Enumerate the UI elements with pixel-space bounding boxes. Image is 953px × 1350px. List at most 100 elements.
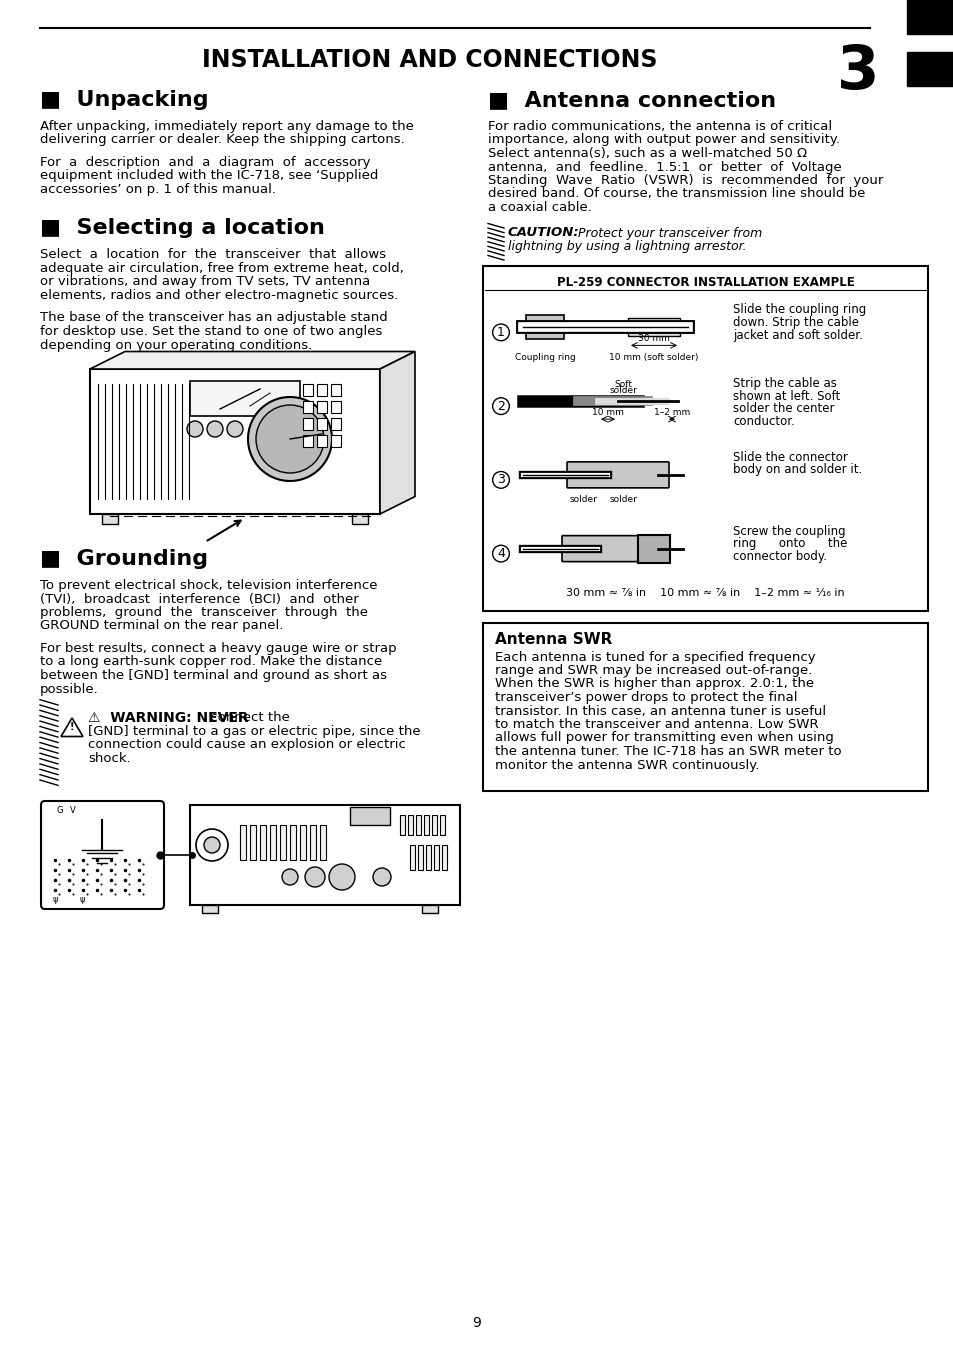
Bar bbox=[260, 825, 266, 860]
Text: (TVI),  broadcast  interference  (BCI)  and  other: (TVI), broadcast interference (BCI) and … bbox=[40, 593, 358, 606]
Circle shape bbox=[373, 868, 391, 886]
Bar bbox=[417, 845, 422, 869]
Text: CAUTION:: CAUTION: bbox=[507, 227, 579, 239]
Text: ■  Antenna connection: ■ Antenna connection bbox=[488, 90, 776, 109]
Bar bbox=[906, 53, 953, 86]
Bar bbox=[250, 825, 255, 860]
Text: lightning by using a lightning arrestor.: lightning by using a lightning arrestor. bbox=[507, 240, 746, 252]
Text: 30 mm: 30 mm bbox=[638, 335, 669, 343]
Text: depending on your operating conditions.: depending on your operating conditions. bbox=[40, 339, 312, 351]
Text: Protect your transceiver from: Protect your transceiver from bbox=[569, 227, 761, 239]
Text: PL-259 CONNECTOR INSTALLATION EXAMPLE: PL-259 CONNECTOR INSTALLATION EXAMPLE bbox=[556, 275, 854, 289]
Bar bbox=[410, 845, 415, 869]
Bar bbox=[439, 815, 444, 836]
Circle shape bbox=[227, 421, 243, 437]
Text: V: V bbox=[70, 806, 75, 815]
FancyBboxPatch shape bbox=[566, 462, 668, 487]
Text: solder: solder bbox=[608, 495, 637, 504]
Bar bbox=[482, 266, 927, 610]
Text: Slide the coupling ring: Slide the coupling ring bbox=[732, 304, 865, 316]
Bar bbox=[303, 435, 313, 447]
Bar bbox=[331, 383, 340, 396]
Circle shape bbox=[187, 421, 203, 437]
Bar bbox=[421, 904, 437, 913]
Bar bbox=[331, 401, 340, 413]
Text: The base of the transceiver has an adjustable stand: The base of the transceiver has an adjus… bbox=[40, 312, 387, 324]
Circle shape bbox=[305, 867, 325, 887]
Text: Strip the cable as: Strip the cable as bbox=[732, 377, 836, 390]
Text: Standing  Wave  Ratio  (VSWR)  is  recommended  for  your: Standing Wave Ratio (VSWR) is recommende… bbox=[488, 174, 882, 188]
Text: To prevent electrical shock, television interference: To prevent electrical shock, television … bbox=[40, 579, 377, 593]
Text: Screw the coupling: Screw the coupling bbox=[732, 525, 844, 537]
Polygon shape bbox=[379, 351, 415, 514]
Text: solder the center: solder the center bbox=[732, 402, 834, 416]
Bar bbox=[423, 815, 429, 836]
Circle shape bbox=[255, 405, 324, 472]
Text: to a long earth-sunk copper rod. Make the distance: to a long earth-sunk copper rod. Make th… bbox=[40, 656, 382, 668]
Text: connect the: connect the bbox=[206, 711, 290, 724]
Text: Soft: Soft bbox=[614, 381, 631, 389]
Bar bbox=[190, 805, 459, 904]
Bar bbox=[316, 435, 327, 447]
Circle shape bbox=[195, 829, 228, 861]
Bar bbox=[316, 401, 327, 413]
Text: desired band. Of course, the transmission line should be: desired band. Of course, the transmissio… bbox=[488, 188, 864, 201]
Text: possible.: possible. bbox=[40, 683, 99, 695]
Bar bbox=[525, 316, 563, 339]
Bar bbox=[270, 825, 275, 860]
Text: connection could cause an explosion or electric: connection could cause an explosion or e… bbox=[88, 738, 405, 751]
Text: problems,  ground  the  transceiver  through  the: problems, ground the transceiver through… bbox=[40, 606, 368, 620]
Text: ■  Unpacking: ■ Unpacking bbox=[40, 90, 209, 109]
Bar bbox=[482, 622, 927, 791]
Bar bbox=[434, 845, 438, 869]
Bar bbox=[102, 514, 118, 524]
Text: 3: 3 bbox=[497, 474, 504, 486]
Bar bbox=[331, 435, 340, 447]
Text: Select  a  location  for  the  transceiver  that  allows: Select a location for the transceiver th… bbox=[40, 248, 386, 262]
Bar bbox=[416, 815, 420, 836]
Text: solder: solder bbox=[569, 495, 597, 504]
Text: body on and solder it.: body on and solder it. bbox=[732, 463, 862, 477]
Text: 2: 2 bbox=[497, 400, 504, 413]
Bar bbox=[299, 825, 306, 860]
Circle shape bbox=[329, 864, 355, 890]
Text: Each antenna is tuned for a specified frequency: Each antenna is tuned for a specified fr… bbox=[495, 651, 815, 663]
Bar bbox=[303, 418, 313, 431]
Text: importance, along with output power and sensitivity.: importance, along with output power and … bbox=[488, 134, 840, 147]
Text: Antenna SWR: Antenna SWR bbox=[495, 633, 612, 648]
Text: ring      onto      the: ring onto the bbox=[732, 537, 846, 551]
FancyBboxPatch shape bbox=[41, 801, 164, 909]
Text: accessories’ on p. 1 of this manual.: accessories’ on p. 1 of this manual. bbox=[40, 184, 275, 196]
Text: 9: 9 bbox=[472, 1316, 481, 1330]
Text: for desktop use. Set the stand to one of two angles: for desktop use. Set the stand to one of… bbox=[40, 325, 382, 338]
Text: ■  Selecting a location: ■ Selecting a location bbox=[40, 219, 325, 239]
Text: 1–2 mm: 1–2 mm bbox=[653, 408, 689, 417]
Circle shape bbox=[248, 397, 332, 481]
Text: ψ: ψ bbox=[53, 895, 58, 905]
Text: allows full power for transmitting even when using: allows full power for transmitting even … bbox=[495, 732, 833, 744]
Polygon shape bbox=[61, 718, 83, 737]
Circle shape bbox=[204, 837, 220, 853]
Bar bbox=[426, 845, 431, 869]
Bar bbox=[441, 845, 447, 869]
Text: down. Strip the cable: down. Strip the cable bbox=[732, 316, 858, 329]
Bar bbox=[190, 381, 299, 416]
Text: shown at left. Soft: shown at left. Soft bbox=[732, 390, 840, 402]
Text: INSTALLATION AND CONNECTIONS: INSTALLATION AND CONNECTIONS bbox=[202, 49, 657, 72]
Bar bbox=[408, 815, 413, 836]
Text: transceiver’s power drops to protect the final: transceiver’s power drops to protect the… bbox=[495, 691, 797, 703]
Text: to match the transceiver and antenna. Low SWR: to match the transceiver and antenna. Lo… bbox=[495, 718, 818, 730]
Bar bbox=[331, 418, 340, 431]
Text: solder: solder bbox=[608, 386, 637, 396]
Text: 10 mm: 10 mm bbox=[592, 408, 623, 417]
Text: 1: 1 bbox=[497, 325, 504, 339]
Text: antenna,  and  feedline.  1.5:1  or  better  of  Voltage: antenna, and feedline. 1.5:1 or better o… bbox=[488, 161, 841, 174]
Text: or vibrations, and away from TV sets, TV antenna: or vibrations, and away from TV sets, TV… bbox=[40, 275, 370, 289]
Text: !: ! bbox=[70, 722, 74, 732]
Bar bbox=[638, 535, 669, 563]
Circle shape bbox=[282, 869, 297, 886]
Bar bbox=[290, 825, 295, 860]
Text: For best results, connect a heavy gauge wire or strap: For best results, connect a heavy gauge … bbox=[40, 643, 396, 655]
Bar bbox=[303, 401, 313, 413]
Text: range and SWR may be increased out-of-range.: range and SWR may be increased out-of-ra… bbox=[495, 664, 812, 676]
